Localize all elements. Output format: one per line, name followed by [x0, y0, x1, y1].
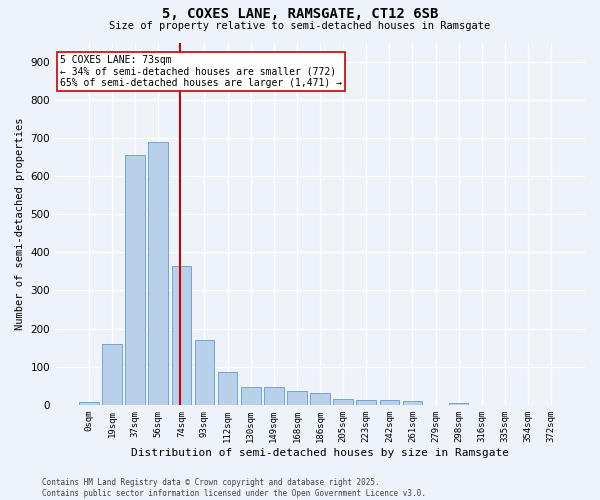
Bar [380, 400, 399, 405]
Bar [102, 344, 122, 405]
Bar [334, 399, 353, 405]
X-axis label: Distribution of semi-detached houses by size in Ramsgate: Distribution of semi-detached houses by … [131, 448, 509, 458]
Bar [148, 142, 168, 405]
Text: Contains HM Land Registry data © Crown copyright and database right 2025.
Contai: Contains HM Land Registry data © Crown c… [42, 478, 426, 498]
Bar [403, 401, 422, 405]
Text: 5 COXES LANE: 73sqm
← 34% of semi-detached houses are smaller (772)
65% of semi-: 5 COXES LANE: 73sqm ← 34% of semi-detach… [61, 55, 343, 88]
Bar [218, 372, 238, 405]
Bar [264, 387, 284, 405]
Bar [310, 394, 330, 405]
Y-axis label: Number of semi-detached properties: Number of semi-detached properties [15, 118, 25, 330]
Bar [449, 403, 469, 405]
Bar [125, 155, 145, 405]
Text: Size of property relative to semi-detached houses in Ramsgate: Size of property relative to semi-detach… [109, 21, 491, 31]
Bar [79, 402, 99, 405]
Text: 5, COXES LANE, RAMSGATE, CT12 6SB: 5, COXES LANE, RAMSGATE, CT12 6SB [162, 8, 438, 22]
Bar [287, 392, 307, 405]
Bar [241, 387, 260, 405]
Bar [172, 266, 191, 405]
Bar [356, 400, 376, 405]
Bar [194, 340, 214, 405]
